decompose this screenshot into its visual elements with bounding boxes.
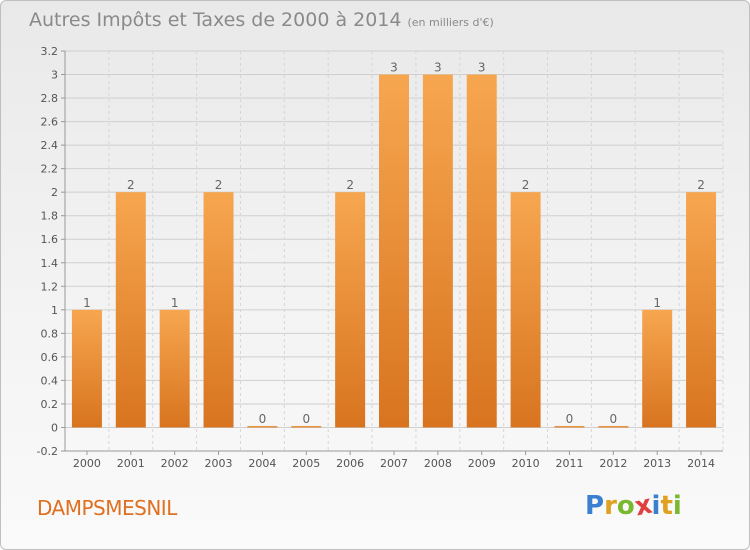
data-label: 0 [302, 412, 310, 426]
x-tick-label: 2007 [380, 457, 408, 470]
x-tick-label: 2014 [687, 457, 715, 470]
y-tick-label: 0.4 [41, 374, 59, 387]
y-tick-label: 1.6 [41, 233, 59, 246]
x-tick-label: 2010 [512, 457, 540, 470]
y-tick-label: 2 [51, 186, 58, 199]
y-tick-label: 0.2 [41, 398, 59, 411]
x-tick-label: 2006 [336, 457, 364, 470]
data-label: 3 [434, 61, 442, 75]
bar [335, 192, 366, 428]
bar [291, 425, 322, 428]
bar [510, 192, 541, 428]
data-label: 1 [653, 296, 661, 310]
x-tick-label: 2013 [643, 457, 671, 470]
data-label: 2 [697, 178, 705, 192]
x-tick-label: 2000 [73, 457, 101, 470]
bar [247, 425, 278, 428]
data-label: 2 [127, 178, 135, 192]
y-tick-label: 0 [51, 421, 58, 434]
data-label: 0 [566, 412, 574, 426]
data-label: 2 [522, 178, 530, 192]
y-tick-label: 2.6 [41, 116, 59, 129]
logo-letter: r [604, 491, 617, 521]
x-tick-label: 2009 [468, 457, 496, 470]
y-tick-label: 1.8 [41, 210, 59, 223]
x-tick-label: 2002 [161, 457, 189, 470]
data-labels: 1 2 1 2 0 0 2 3 3 3 2 0 0 1 2 [83, 61, 705, 426]
proxiti-logo[interactable]: Proxiti [585, 490, 682, 523]
data-label: 3 [390, 61, 398, 75]
bar [203, 192, 234, 428]
x-tick-label: 2012 [599, 457, 627, 470]
y-tick-label: 1.2 [41, 280, 59, 293]
axes: -0.2 0 0.2 0.4 0.6 0.8 1 1.2 1.4 1.6 1.8 2 2.2 2.4 2.6… [37, 45, 723, 470]
chart-title: Autres Impôts et Taxes de 2000 à 2014 (en… [29, 9, 494, 31]
data-label: 2 [215, 178, 223, 192]
y-tick-label: 1.4 [41, 257, 59, 270]
y-tick-label: 3 [51, 69, 58, 82]
data-label: 0 [259, 412, 267, 426]
y-tick-label: 2.2 [41, 163, 59, 176]
chart-title-unit: (en milliers d'€) [407, 16, 494, 29]
x-tick-label: 2001 [117, 457, 145, 470]
y-tick-label: 2.4 [41, 139, 59, 152]
data-label: 2 [346, 178, 354, 192]
chart-title-text: Autres Impôts et Taxes de 2000 à 2014 [29, 9, 402, 31]
y-tick-label: 3.2 [41, 45, 59, 58]
logo-letter: t [660, 491, 673, 521]
bar [159, 309, 190, 428]
y-tick-label: -0.2 [37, 445, 58, 458]
bar [422, 74, 453, 428]
bar [642, 309, 673, 428]
y-tick-label: 0.8 [41, 327, 59, 340]
x-tick-label: 2004 [248, 457, 276, 470]
bar [379, 74, 409, 428]
x-tick-label: 2003 [205, 457, 233, 470]
bar [71, 309, 102, 428]
logo-letter: o [616, 491, 635, 521]
data-label: 0 [610, 412, 618, 426]
data-label: 1 [83, 296, 91, 310]
x-tick-label: 2008 [424, 457, 452, 470]
data-label: 3 [478, 61, 486, 75]
bar [686, 192, 717, 428]
bar [554, 425, 585, 428]
logo-letter: i [672, 491, 682, 521]
x-tick-label: 2011 [555, 457, 583, 470]
bars [71, 74, 717, 428]
data-label: 1 [171, 296, 179, 310]
commune-name: DAMPSMESNIL [37, 496, 177, 520]
x-tick-label: 2005 [292, 457, 320, 470]
logo-letter: i [651, 491, 661, 521]
bar [598, 425, 629, 428]
y-tick-label: 1 [51, 304, 58, 317]
y-tick-label: 2.8 [41, 92, 59, 105]
bar [115, 192, 146, 428]
bar [466, 74, 497, 428]
logo-letter: P [585, 491, 605, 521]
y-tick-label: 0.6 [41, 351, 59, 364]
